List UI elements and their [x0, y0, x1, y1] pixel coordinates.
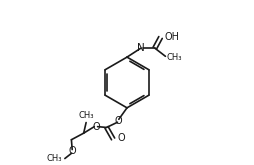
Text: CH₃: CH₃ [46, 154, 61, 163]
Text: O: O [114, 116, 122, 126]
Text: O: O [68, 146, 76, 156]
Text: CH₃: CH₃ [79, 111, 94, 120]
Text: CH₃: CH₃ [167, 53, 182, 62]
Text: O: O [92, 122, 100, 132]
Text: OH: OH [165, 32, 180, 42]
Text: O: O [117, 133, 125, 143]
Text: N: N [137, 43, 145, 53]
